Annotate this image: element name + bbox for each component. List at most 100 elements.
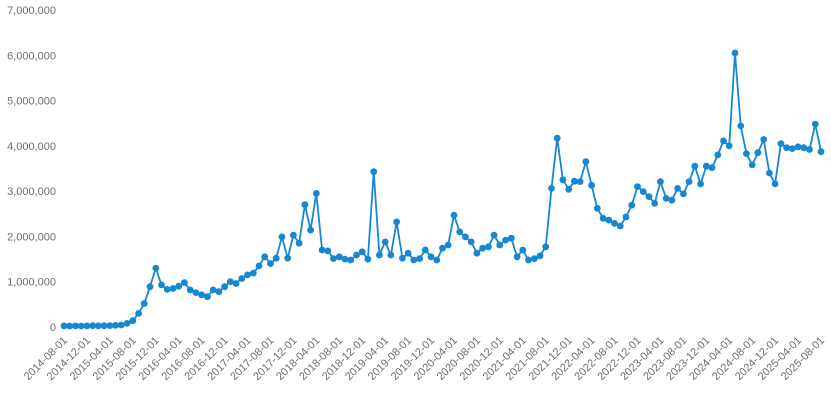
data-point[interactable]: 2021-01-01: 1,920,000 xyxy=(502,236,509,244)
data-point[interactable]: 2015-05-01: 35,000 xyxy=(112,322,119,329)
data-point[interactable]: 2017-09-01: 1,520,000 xyxy=(272,254,280,262)
data-point[interactable]: 2021-04-01: 1,700,000 xyxy=(519,246,527,254)
data-point[interactable]: 2025-01-01: 4,050,000 xyxy=(777,140,785,148)
data-point[interactable]: 2024-11-01: 3,400,000 xyxy=(766,169,773,177)
data-point[interactable]: 2016-01-01: 930,000 xyxy=(158,281,165,289)
data-point[interactable]: 2017-02-01: 960,000 xyxy=(232,280,240,287)
data-point[interactable]: 2025-05-01: 3,960,000 xyxy=(800,144,808,152)
data-point[interactable]: 2017-05-01: 1,190,000 xyxy=(249,269,257,277)
data-point[interactable]: 2023-03-01: 2,730,000 xyxy=(651,200,659,207)
data-point[interactable]: 2024-10-01: 4,140,000 xyxy=(760,136,768,143)
data-point[interactable]: 2020-11-01: 2,030,000 xyxy=(490,231,498,239)
data-point[interactable]: 2015-11-01: 890,000 xyxy=(146,283,154,291)
data-point[interactable]: 2020-04-01: 2,470,000 xyxy=(450,211,458,219)
data-point[interactable]: 2020-01-01: 1,480,000 xyxy=(433,256,441,264)
data-point[interactable]: 2025-08-01: 3,870,000 xyxy=(817,148,825,156)
data-point[interactable]: 2022-12-01: 3,100,000 xyxy=(634,183,641,191)
data-point[interactable]: 2015-12-01: 1,300,000 xyxy=(152,264,160,272)
data-point[interactable]: 2017-04-01: 1,150,000 xyxy=(244,271,251,279)
data-point[interactable]: 2020-02-01: 1,740,000 xyxy=(439,244,446,252)
data-point[interactable]: 2021-03-01: 1,550,000 xyxy=(513,253,521,261)
data-point[interactable]: 2024-02-01: 3,800,000 xyxy=(714,151,722,159)
data-point[interactable]: 2019-08-01: 1,630,000 xyxy=(404,249,412,257)
data-point[interactable]: 2021-10-01: 4,170,000 xyxy=(553,134,561,142)
data-point[interactable]: 2023-02-01: 2,880,000 xyxy=(645,193,653,201)
data-point[interactable]: 2018-11-01: 1,590,000 xyxy=(353,251,360,259)
data-point[interactable]: 2021-11-01: 3,250,000 xyxy=(559,176,567,184)
data-point[interactable]: 2015-10-01: 520,000 xyxy=(140,300,148,307)
data-point[interactable]: 2024-07-01: 3,830,000 xyxy=(743,150,750,158)
data-point[interactable]: 2022-09-01: 2,230,000 xyxy=(616,222,624,230)
data-point[interactable]: 2020-06-01: 1,990,000 xyxy=(462,233,469,241)
data-point[interactable]: 2016-02-01: 830,000 xyxy=(163,286,171,293)
data-point[interactable]: 2015-06-01: 45,000 xyxy=(117,321,125,329)
data-point[interactable]: 2019-03-01: 1,590,000 xyxy=(376,251,383,259)
data-point[interactable]: 2018-07-01: 1,510,000 xyxy=(330,255,337,262)
data-point[interactable]: 2022-07-01: 2,360,000 xyxy=(605,216,613,224)
data-point[interactable]: 2018-01-01: 1,850,000 xyxy=(295,239,303,247)
data-point[interactable]: 2015-04-01: 30,000 xyxy=(106,322,114,329)
data-point[interactable]: 2021-09-01: 3,060,000 xyxy=(548,185,555,192)
data-point[interactable]: 2024-08-01: 3,580,000 xyxy=(748,161,756,169)
data-point[interactable]: 2025-04-01: 3,980,000 xyxy=(794,143,802,151)
data-point[interactable]: 2019-06-01: 2,320,000 xyxy=(393,218,400,226)
data-point[interactable]: 2020-05-01: 2,100,000 xyxy=(456,228,464,236)
data-point[interactable]: 2017-12-01: 2,030,000 xyxy=(290,231,297,239)
data-point[interactable]: 2023-09-01: 3,210,000 xyxy=(685,178,693,186)
data-point[interactable]: 2019-09-01: 1,480,000 xyxy=(410,256,418,264)
data-point[interactable]: 2022-06-01: 2,400,000 xyxy=(599,214,607,222)
data-point[interactable]: 2015-01-01: 28,000 xyxy=(89,322,97,330)
data-point[interactable]: 2018-02-01: 2,700,000 xyxy=(301,201,309,209)
data-point[interactable]: 2016-07-01: 760,000 xyxy=(192,289,200,296)
data-point[interactable]: 2020-10-01: 1,770,000 xyxy=(485,243,492,251)
data-point[interactable]: 2019-10-01: 1,510,000 xyxy=(416,255,423,262)
data-point[interactable]: 2024-03-01: 4,110,000 xyxy=(720,137,727,145)
data-point[interactable]: 2023-11-01: 3,160,000 xyxy=(697,180,704,188)
data-point[interactable]: 2015-08-01: 140,000 xyxy=(129,317,137,325)
data-point[interactable]: 2017-11-01: 1,520,000 xyxy=(284,254,292,262)
data-point[interactable]: 2014-09-01: 22,000 xyxy=(66,322,74,330)
data-point[interactable]: 2014-12-01: 25,000 xyxy=(83,322,91,330)
data-point[interactable]: 2014-08-01: 25,000 xyxy=(60,322,68,330)
data-point[interactable]: 2018-09-01: 1,500,000 xyxy=(341,255,349,263)
data-point[interactable]: 2016-11-01: 780,000 xyxy=(215,288,223,296)
data-point[interactable]: 2023-04-01: 3,210,000 xyxy=(657,178,664,186)
data-point[interactable]: 2016-04-01: 900,000 xyxy=(175,282,183,290)
data-point[interactable]: 2025-02-01: 3,960,000 xyxy=(783,144,790,152)
data-point[interactable]: 2024-06-01: 4,440,000 xyxy=(737,122,745,130)
data-point[interactable]: 2022-05-01: 2,620,000 xyxy=(593,205,601,212)
data-point[interactable]: 2017-07-01: 1,550,000 xyxy=(261,253,269,261)
data-point[interactable]: 2022-01-01: 3,220,000 xyxy=(571,177,578,185)
data-point[interactable]: 2022-11-01: 2,690,000 xyxy=(628,201,636,209)
data-point[interactable]: 2018-06-01: 1,680,000 xyxy=(324,247,332,255)
data-point[interactable]: 2017-10-01: 1,990,000 xyxy=(278,233,286,241)
data-point[interactable]: 2021-02-01: 1,960,000 xyxy=(507,234,515,242)
data-point[interactable]: 2015-09-01: 300,000 xyxy=(135,310,143,317)
data-point[interactable]: 2021-06-01: 1,510,000 xyxy=(530,255,538,262)
data-point[interactable]: 2017-01-01: 1,000,000 xyxy=(226,278,234,286)
data-point[interactable]: 2023-10-01: 3,550,000 xyxy=(691,162,699,170)
data-point[interactable]: 2025-06-01: 3,920,000 xyxy=(806,146,813,153)
data-point[interactable]: 2019-07-01: 1,520,000 xyxy=(399,254,406,262)
data-point[interactable]: 2024-05-01: 6,050,000 xyxy=(731,49,739,57)
data-point[interactable]: 2016-09-01: 670,000 xyxy=(204,293,211,301)
data-point[interactable]: 2017-06-01: 1,350,000 xyxy=(255,262,263,270)
data-point[interactable]: 2020-09-01: 1,740,000 xyxy=(479,244,486,252)
data-point[interactable]: 2025-03-01: 3,940,000 xyxy=(788,145,796,153)
data-point[interactable]: 2016-12-01: 890,000 xyxy=(221,283,229,291)
data-point[interactable]: 2020-07-01: 1,880,000 xyxy=(467,238,475,246)
data-point[interactable]: 2015-07-01: 80,000 xyxy=(123,320,131,327)
data-point[interactable]: 2017-08-01: 1,400,000 xyxy=(267,260,274,267)
data-point[interactable]: 2025-07-01: 4,480,000 xyxy=(811,120,819,128)
data-point[interactable]: 2020-08-01: 1,630,000 xyxy=(473,249,481,257)
data-point[interactable]: 2018-04-01: 2,950,000 xyxy=(312,190,320,197)
data-point[interactable]: 2021-07-01: 1,570,000 xyxy=(536,252,544,260)
data-point[interactable]: 2022-03-01: 3,650,000 xyxy=(582,158,590,166)
data-point[interactable]: 2017-03-01: 1,070,000 xyxy=(238,275,246,282)
data-point[interactable]: 2022-04-01: 3,130,000 xyxy=(588,181,595,189)
data-point[interactable]: 2022-10-01: 2,430,000 xyxy=(622,213,630,221)
data-point[interactable]: 2022-08-01: 2,290,000 xyxy=(611,219,618,227)
data-point[interactable]: 2018-12-01: 1,660,000 xyxy=(358,248,366,256)
data-point[interactable]: 2020-03-01: 1,810,000 xyxy=(444,241,452,249)
data-point[interactable]: 2023-05-01: 2,840,000 xyxy=(662,195,670,202)
